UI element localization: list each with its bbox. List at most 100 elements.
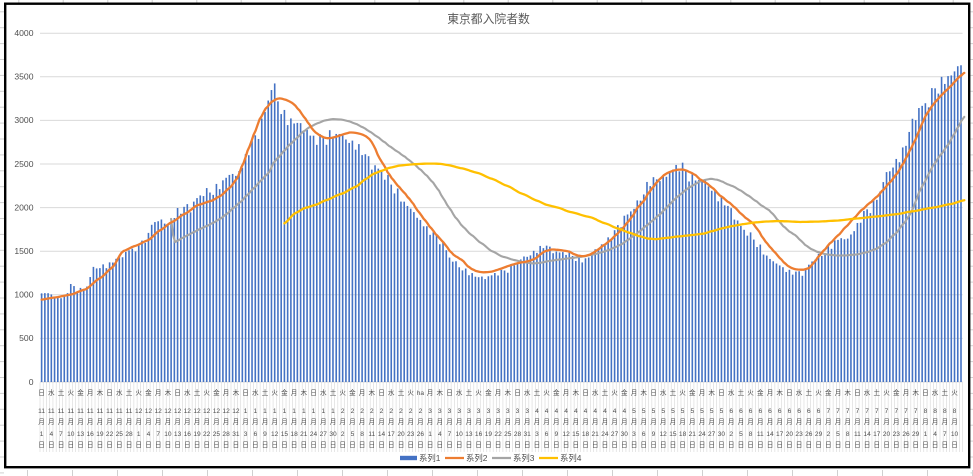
svg-text:3: 3 — [632, 431, 636, 438]
svg-text:月: 月 — [77, 418, 84, 426]
svg-text:月: 月 — [543, 418, 550, 426]
svg-text:12: 12 — [562, 431, 570, 438]
svg-text:24: 24 — [698, 431, 706, 438]
svg-text:15: 15 — [572, 431, 580, 438]
svg-text:日: 日 — [38, 441, 45, 449]
svg-text:3: 3 — [244, 431, 248, 438]
svg-text:20: 20 — [883, 431, 891, 438]
svg-text:13: 13 — [77, 431, 85, 438]
svg-text:日: 日 — [903, 441, 910, 449]
svg-text:9: 9 — [263, 431, 267, 438]
svg-text:金: 金 — [893, 388, 900, 397]
svg-text:月: 月 — [767, 418, 774, 426]
svg-text:日: 日 — [213, 441, 220, 449]
svg-text:月: 月 — [815, 418, 822, 426]
svg-text:日: 日 — [514, 441, 521, 449]
svg-text:5: 5 — [700, 408, 704, 415]
svg-text:18: 18 — [582, 431, 590, 438]
svg-text:日: 日 — [116, 441, 123, 449]
svg-text:2000: 2000 — [14, 202, 33, 212]
svg-text:月: 月 — [524, 418, 531, 426]
svg-text:月: 月 — [505, 418, 512, 426]
svg-text:1: 1 — [312, 408, 316, 415]
svg-text:月: 月 — [466, 418, 473, 426]
svg-text:土: 土 — [58, 388, 65, 397]
svg-text:木: 木 — [912, 388, 919, 397]
svg-text:日: 日 — [815, 441, 822, 449]
svg-text:9: 9 — [652, 431, 656, 438]
svg-text:12: 12 — [660, 431, 668, 438]
svg-text:日: 日 — [68, 441, 75, 449]
svg-text:月: 月 — [679, 418, 686, 426]
svg-text:火: 火 — [135, 390, 142, 397]
svg-text:7: 7 — [894, 408, 898, 415]
svg-text:14: 14 — [378, 431, 386, 438]
svg-text:月: 月 — [145, 418, 152, 426]
svg-text:6: 6 — [729, 408, 733, 415]
svg-text:12: 12 — [222, 408, 230, 415]
svg-text:日: 日 — [543, 441, 550, 449]
svg-text:月: 月 — [864, 418, 871, 426]
svg-text:日: 日 — [505, 441, 512, 449]
svg-text:月: 月 — [640, 418, 647, 426]
svg-text:4: 4 — [438, 431, 442, 438]
svg-text:月: 月 — [194, 418, 201, 426]
svg-text:日: 日 — [883, 441, 890, 449]
svg-text:5: 5 — [681, 408, 685, 415]
svg-text:月: 月 — [660, 418, 667, 426]
svg-text:日: 日 — [728, 441, 735, 449]
svg-text:2: 2 — [351, 408, 355, 415]
svg-text:月: 月 — [670, 418, 677, 426]
svg-text:日: 日 — [242, 441, 249, 449]
svg-text:月: 月 — [912, 418, 919, 426]
svg-text:月: 月 — [796, 418, 803, 426]
svg-text:日: 日 — [922, 441, 929, 449]
svg-text:日: 日 — [106, 389, 113, 397]
svg-text:6: 6 — [253, 431, 257, 438]
svg-text:日: 日 — [398, 441, 405, 449]
svg-text:5: 5 — [690, 408, 694, 415]
svg-text:日: 日 — [718, 441, 725, 449]
svg-text:8: 8 — [933, 408, 937, 415]
svg-text:29: 29 — [912, 431, 920, 438]
svg-text:日: 日 — [174, 389, 181, 397]
svg-text:5: 5 — [710, 408, 714, 415]
svg-text:火: 火 — [543, 390, 550, 397]
svg-text:1: 1 — [244, 408, 248, 415]
svg-text:月: 月 — [437, 418, 444, 426]
svg-text:土: 土 — [466, 388, 473, 397]
svg-text:2: 2 — [389, 408, 393, 415]
svg-text:土: 土 — [262, 388, 269, 397]
svg-text:月: 月 — [223, 418, 230, 426]
svg-text:日: 日 — [825, 441, 832, 449]
svg-text:月: 月 — [68, 418, 75, 426]
svg-text:日: 日 — [145, 441, 152, 449]
svg-text:15: 15 — [281, 431, 289, 438]
svg-text:月: 月 — [106, 418, 113, 426]
svg-text:日: 日 — [573, 441, 580, 449]
svg-text:月: 月 — [592, 418, 599, 426]
svg-text:1: 1 — [40, 431, 44, 438]
svg-text:4: 4 — [564, 408, 568, 415]
svg-text:24: 24 — [310, 431, 318, 438]
svg-text:日: 日 — [475, 441, 482, 449]
svg-text:3500: 3500 — [14, 72, 33, 82]
svg-text:日: 日 — [135, 441, 142, 449]
svg-text:5: 5 — [836, 431, 840, 438]
svg-text:6: 6 — [739, 408, 743, 415]
svg-text:月: 月 — [757, 418, 764, 426]
svg-text:月: 月 — [747, 418, 754, 426]
svg-text:16: 16 — [184, 431, 192, 438]
svg-text:月: 月 — [728, 418, 735, 426]
svg-text:月: 月 — [893, 418, 900, 426]
svg-text:系列1: 系列1 — [419, 453, 441, 463]
svg-text:月: 月 — [883, 418, 890, 426]
svg-text:月: 月 — [903, 418, 910, 426]
svg-text:月: 月 — [942, 418, 949, 426]
svg-text:日: 日 — [165, 441, 172, 449]
svg-text:木: 木 — [640, 388, 647, 397]
svg-text:月: 月 — [553, 418, 560, 426]
svg-text:日: 日 — [524, 441, 531, 449]
svg-text:日: 日 — [456, 441, 463, 449]
svg-text:水: 水 — [728, 388, 735, 397]
